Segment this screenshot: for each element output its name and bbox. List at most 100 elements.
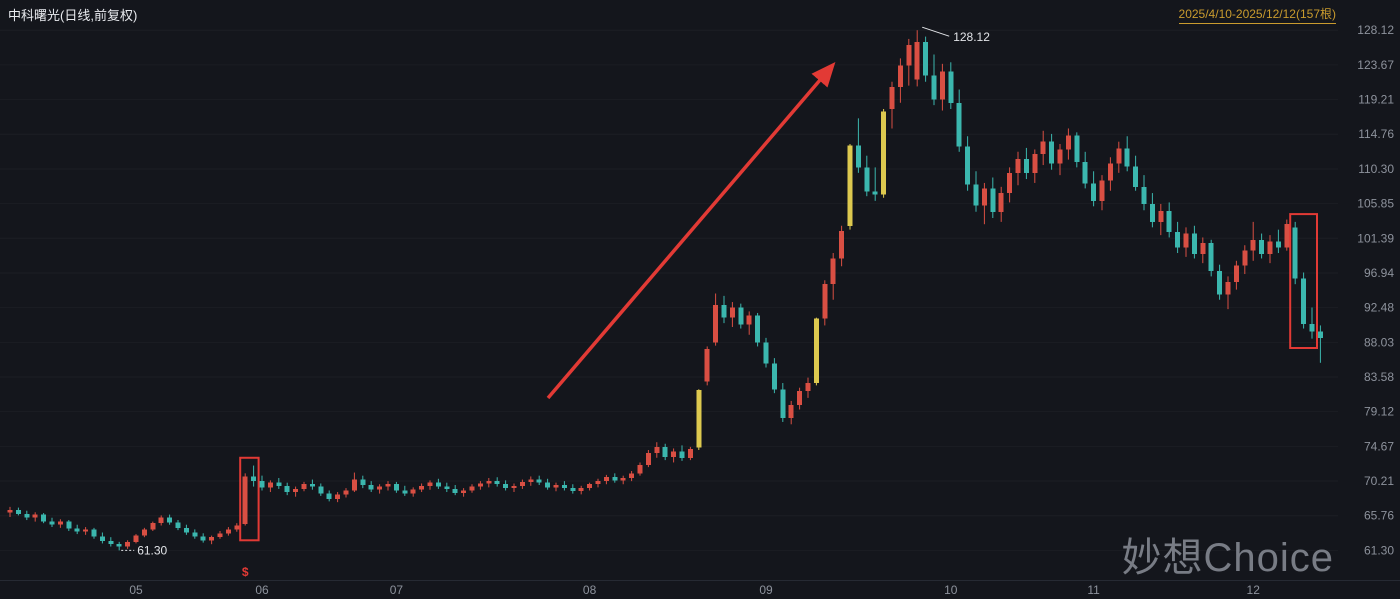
- candle-body: [1217, 270, 1223, 295]
- candle-body: [1057, 149, 1063, 164]
- candle-body: [15, 509, 21, 514]
- candle-body: [444, 486, 450, 489]
- candle-body: [578, 488, 584, 492]
- candle-body: [897, 65, 903, 88]
- candle-body: [1158, 210, 1164, 222]
- candle-body: [553, 485, 559, 488]
- candle-body: [1259, 239, 1265, 254]
- trend-arrow: [546, 62, 836, 400]
- candle-body: [209, 537, 215, 541]
- candle-body: [99, 536, 105, 542]
- candle-body: [427, 482, 433, 486]
- candle-body: [981, 188, 987, 206]
- candle-body: [713, 305, 719, 343]
- candle-body: [503, 484, 509, 489]
- candle-body: [335, 494, 341, 500]
- candle-body: [309, 484, 315, 487]
- candle-body: [234, 525, 240, 530]
- candle-body: [738, 307, 744, 325]
- candle-body: [1225, 281, 1231, 295]
- candle-body: [1191, 233, 1197, 254]
- candle-body: [192, 532, 198, 537]
- candle-body: [595, 481, 601, 485]
- candle-body: [435, 482, 441, 487]
- y-axis-label: 119.21: [1358, 93, 1394, 107]
- y-axis-label: 83.58: [1364, 370, 1394, 384]
- y-axis-label: 114.76: [1358, 127, 1394, 141]
- candle-body: [351, 479, 357, 491]
- candle-body: [259, 481, 265, 488]
- candle-body: [511, 485, 517, 489]
- candle-body: [948, 71, 954, 103]
- candle-body: [125, 541, 131, 547]
- candle-body: [7, 509, 13, 513]
- candle-body: [1124, 148, 1130, 167]
- candle-body: [679, 451, 685, 458]
- candle-body: [393, 484, 399, 491]
- candle-body: [1301, 278, 1307, 324]
- annotations-layer: 61.30 128.12 $: [121, 26, 1318, 579]
- low-annotation: 61.30: [137, 543, 167, 557]
- candle-body: [612, 477, 618, 481]
- candle-body: [66, 521, 72, 529]
- candle-body: [629, 473, 635, 479]
- candle-body: [293, 488, 299, 493]
- candle-body: [116, 544, 122, 547]
- y-axis-label: 65.76: [1364, 509, 1394, 523]
- candle-body: [419, 485, 425, 490]
- candle-body: [24, 513, 30, 518]
- candle-body: [931, 75, 937, 100]
- candle-body: [603, 477, 609, 482]
- y-axis-label: 70.21: [1364, 474, 1394, 488]
- candle-body: [1208, 242, 1214, 271]
- candle-body: [1309, 323, 1315, 332]
- candle-body: [452, 488, 458, 493]
- candle-body: [1015, 158, 1021, 173]
- y-axis-label: 101.39: [1357, 231, 1394, 245]
- candle-body: [1049, 141, 1055, 164]
- candle-body: [587, 484, 593, 489]
- candle-body: [973, 184, 979, 206]
- candle-body: [914, 42, 920, 80]
- candle-body: [1200, 242, 1206, 254]
- candle-body: [1116, 148, 1122, 164]
- candle-body: [771, 363, 777, 390]
- y-axis-label: 61.30: [1364, 543, 1394, 557]
- y-axis-label: 123.67: [1357, 58, 1394, 72]
- candle-body: [41, 514, 47, 522]
- candle-body: [141, 529, 147, 536]
- candle-body: [1317, 331, 1323, 338]
- candle-body: [1065, 135, 1071, 150]
- candle-body: [855, 145, 861, 168]
- date-range-label[interactable]: 2025/4/10-2025/12/12(157根): [1178, 5, 1336, 24]
- candle-body: [1032, 154, 1038, 173]
- candle-body: [1149, 203, 1155, 222]
- candle-body: [150, 523, 156, 530]
- candle-body: [1023, 158, 1029, 173]
- candle-body: [1099, 180, 1105, 201]
- candle-body: [32, 514, 38, 518]
- candle-body: [108, 541, 114, 545]
- candle-body: [570, 488, 576, 492]
- candle-body: [402, 490, 408, 494]
- x-axis-label: 09: [759, 583, 773, 597]
- candle-body: [1166, 210, 1172, 232]
- candle-body: [637, 464, 643, 474]
- x-axis-label: 12: [1247, 583, 1261, 597]
- candle-body: [729, 307, 735, 318]
- candle-body: [461, 490, 467, 493]
- candle-body: [1242, 250, 1248, 266]
- candle-body: [1292, 227, 1298, 279]
- candle-body: [763, 342, 769, 364]
- candle-body: [477, 483, 483, 487]
- grid-layer: [0, 30, 1338, 550]
- candle-body: [704, 348, 710, 382]
- candle-body: [57, 521, 63, 525]
- candle-body: [385, 484, 391, 487]
- candle-body: [83, 529, 89, 532]
- y-axis-label: 96.94: [1364, 266, 1394, 280]
- candle-body: [923, 42, 929, 76]
- y-axis-label: 74.67: [1364, 439, 1394, 453]
